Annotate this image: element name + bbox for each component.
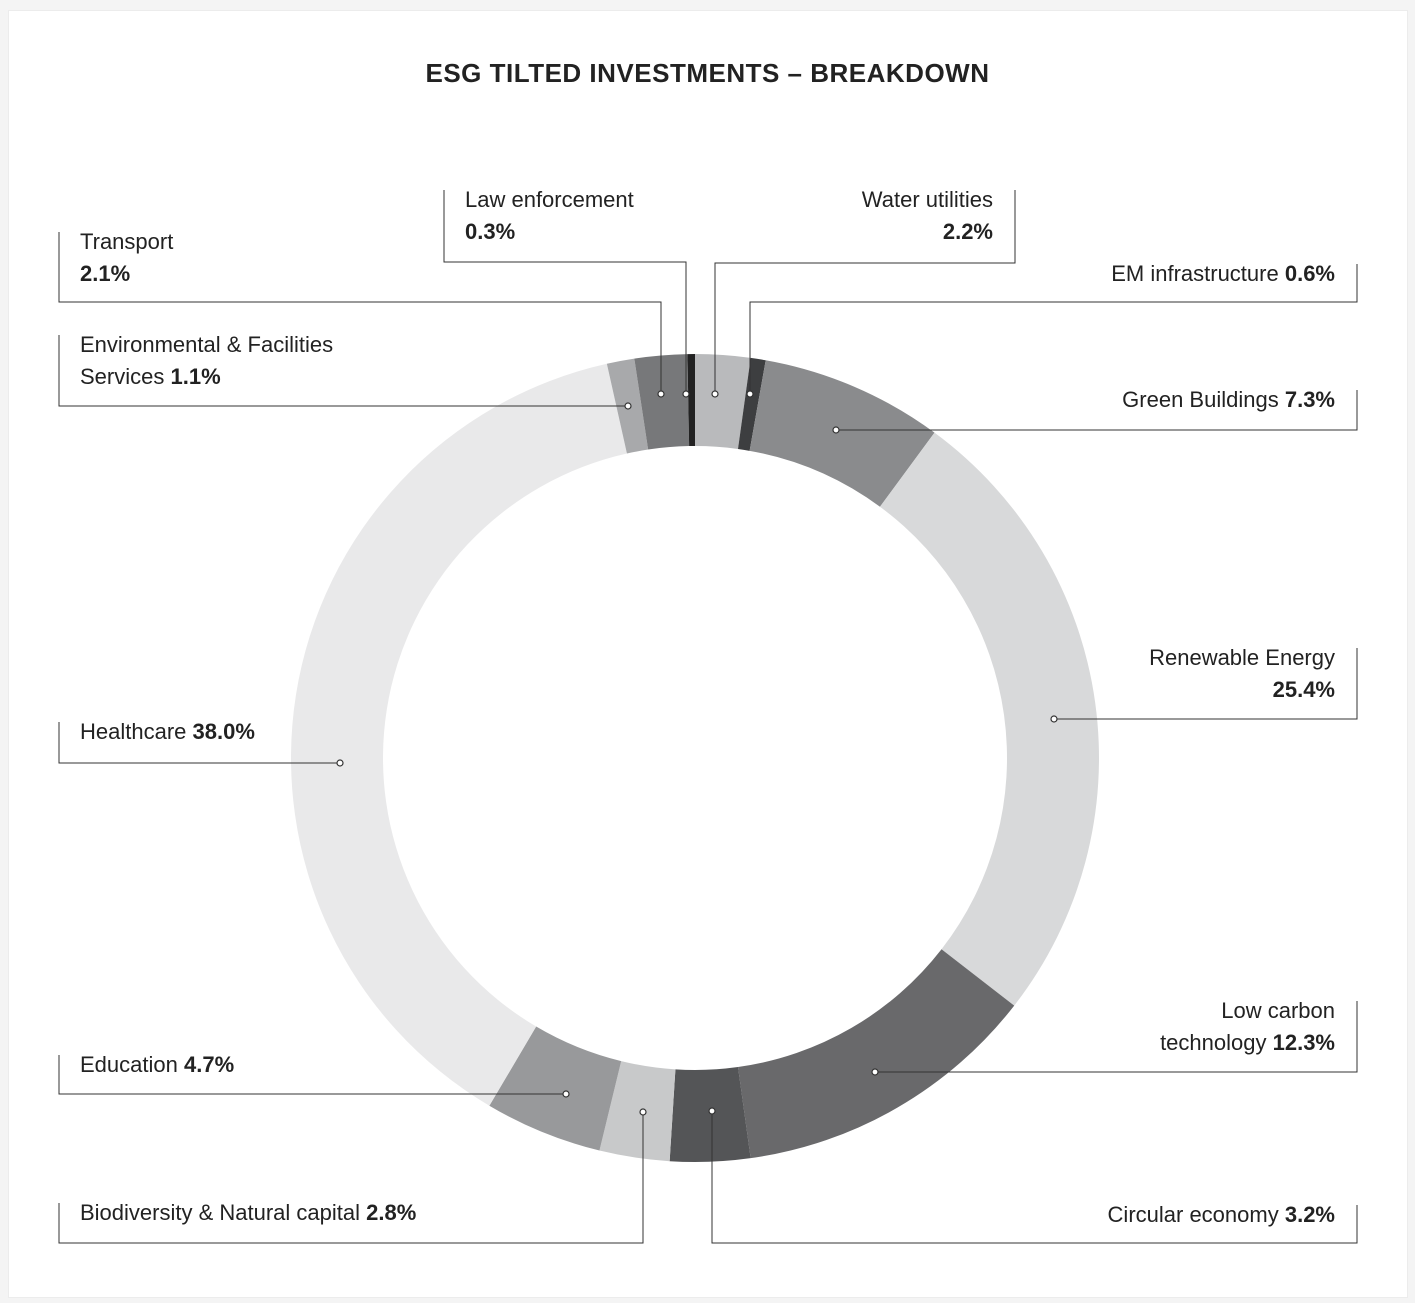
value-label: 2.1%	[80, 261, 131, 286]
donut-segment	[695, 354, 751, 449]
category-name: EM infrastructure	[1111, 261, 1279, 286]
donut-segment	[687, 354, 695, 447]
category-name: Transport	[80, 229, 174, 254]
leader-line	[836, 390, 1358, 431]
value-label: 25.4%	[1272, 677, 1335, 702]
leader-dot	[832, 426, 840, 434]
leader-line	[714, 190, 1016, 394]
category-name: Green Buildings	[1122, 387, 1279, 412]
value-label: 1.1%	[170, 364, 221, 389]
donut-segment	[749, 360, 935, 507]
segment-label: Green Buildings 7.3%	[935, 384, 1335, 416]
donut-segment	[737, 357, 766, 451]
category-name: Healthcare	[80, 719, 187, 744]
category-name: Low carbon technology	[1160, 998, 1335, 1055]
leader-line	[58, 335, 628, 407]
segment-label: Low carbon technology 12.3%	[1135, 995, 1335, 1059]
value-label: 0.6%	[1284, 261, 1335, 286]
category-name: Education	[80, 1052, 178, 1077]
category-name: Environmental & Facilities Services	[80, 332, 334, 389]
segment-label: Healthcare 38.0%	[80, 716, 480, 748]
leader-line	[1054, 648, 1358, 720]
chart-title: ESG TILTED INVESTMENTS – BREAKDOWN	[425, 58, 990, 88]
segment-label: Biodiversity & Natural capital 2.8%	[80, 1197, 580, 1229]
value-label: 3.2%	[1284, 1202, 1335, 1227]
leader-line	[443, 190, 687, 394]
leader-dot	[682, 390, 690, 398]
value-label: 38.0%	[192, 719, 255, 744]
donut-segment	[291, 363, 627, 1106]
leader-line	[58, 1055, 566, 1095]
category-name: Law enforcement	[465, 187, 634, 212]
category-name: Circular economy	[1107, 1202, 1279, 1227]
category-name: Water utilities	[861, 187, 993, 212]
donut-segment	[737, 949, 1015, 1159]
segment-label: Law enforcement 0.3%	[465, 184, 765, 248]
value-label: 2.2%	[942, 219, 993, 244]
leader-dot	[871, 1068, 879, 1076]
value-label: 0.3%	[465, 219, 516, 244]
leader-dot	[657, 390, 665, 398]
leader-dot	[711, 390, 719, 398]
category-name: Renewable Energy	[1149, 645, 1335, 670]
leader-line	[711, 1111, 1358, 1244]
segment-label: Renewable Energy 25.4%	[1035, 642, 1335, 706]
leader-dot	[1050, 715, 1058, 723]
donut-segment	[879, 432, 1099, 1006]
donut-segment	[599, 1061, 676, 1162]
segment-label: EM infrastructure 0.6%	[935, 258, 1335, 290]
leader-dot	[336, 759, 344, 767]
value-label: 12.3%	[1272, 1030, 1335, 1055]
value-label: 7.3%	[1284, 387, 1335, 412]
leader-dot	[746, 390, 754, 398]
leader-dot	[562, 1090, 570, 1098]
donut-segment	[634, 354, 690, 450]
donut-segment	[489, 1026, 622, 1151]
leader-dot	[708, 1107, 716, 1115]
segment-label: Education 4.7%	[80, 1049, 480, 1081]
category-name: Biodiversity & Natural capital	[80, 1200, 361, 1225]
leader-line	[875, 1001, 1358, 1073]
value-label: 4.7%	[183, 1052, 235, 1077]
leader-dot	[639, 1108, 647, 1116]
donut-segment	[669, 1067, 751, 1162]
value-label: 2.8%	[366, 1200, 417, 1225]
segment-label: Water utilities 2.2%	[693, 184, 993, 248]
segment-label: Transport 2.1%	[80, 226, 380, 290]
leader-line	[749, 264, 1358, 394]
leader-line	[58, 232, 662, 394]
leader-line	[58, 1112, 644, 1244]
segment-label: Circular economy 3.2%	[935, 1199, 1335, 1231]
leader-line	[58, 722, 340, 764]
segment-label: Environmental & Facilities Services 1.1%	[80, 329, 350, 393]
leader-dot	[624, 402, 632, 410]
